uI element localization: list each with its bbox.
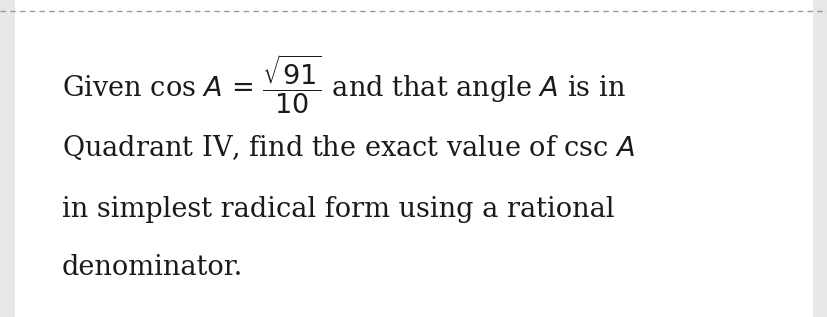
Text: in simplest radical form using a rational: in simplest radical form using a rationa… <box>62 196 614 223</box>
Bar <box>0 0 15 317</box>
Text: denominator.: denominator. <box>62 254 243 281</box>
Text: Quadrant IV, find the exact value of csc $A$: Quadrant IV, find the exact value of csc… <box>62 133 634 162</box>
Text: Given cos $A$ = $\dfrac{\sqrt{91}}{10}$ and that angle $A$ is in: Given cos $A$ = $\dfrac{\sqrt{91}}{10}$ … <box>62 52 625 116</box>
Bar <box>812 0 827 317</box>
